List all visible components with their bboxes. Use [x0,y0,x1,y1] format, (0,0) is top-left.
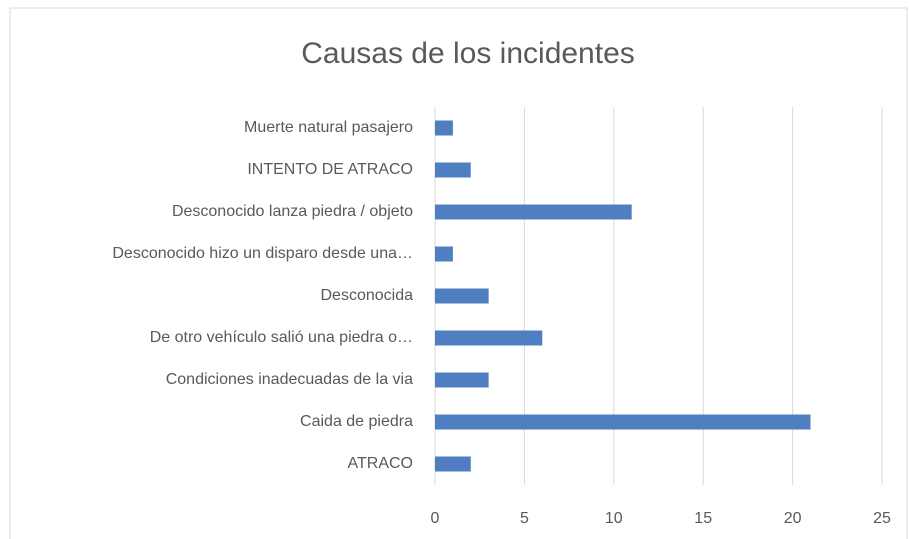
y-tick-label: Caida de piedra [300,413,413,430]
bar [435,414,811,430]
y-tick-label: Muerte natural pasajero [244,119,413,136]
y-tick-label: Desconocida [321,287,414,304]
x-tick-label: 25 [873,510,891,527]
y-tick-label: INTENTO DE ATRACO [247,161,413,178]
x-tick-label: 5 [520,510,529,527]
x-tick-label: 20 [784,510,802,527]
bar [435,330,543,346]
x-tick-label: 15 [694,510,712,527]
y-tick-label: Desconocido lanza piedra / objeto [172,203,413,220]
bar [435,246,453,262]
bar [435,372,489,388]
y-tick-label: De otro vehículo salió una piedra o… [150,329,413,346]
bar [435,162,471,178]
y-tick-label: Condiciones inadecuadas de la via [166,371,413,388]
bar [435,120,453,136]
x-tick-label: 10 [605,510,623,527]
x-tick-label: 0 [431,510,440,527]
chart-border [9,7,908,539]
bar [435,288,489,304]
bar [435,456,471,472]
y-tick-label: ATRACO [348,455,413,472]
chart-title: Causas de los incidentes [301,37,635,70]
bar [435,204,632,220]
y-tick-label: Desconocido hizo un disparo desde una… [112,245,413,262]
